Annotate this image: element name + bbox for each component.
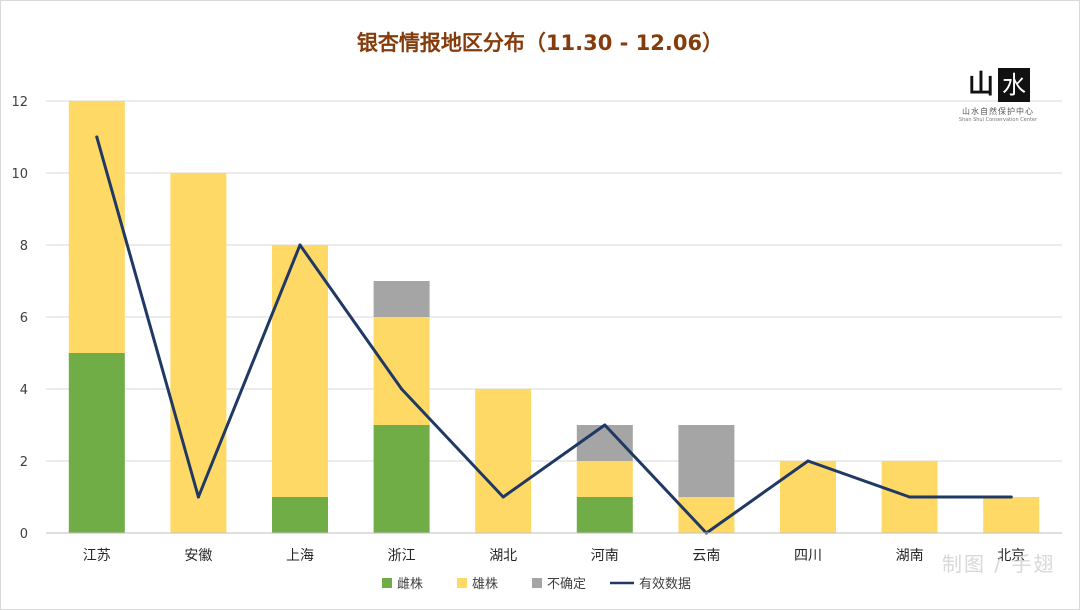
bar-uncertain-6 [678,425,735,497]
logo-subtitle: 山水自然保护中心 [962,107,1034,116]
bar-uncertain-3 [373,281,430,317]
bar-male-2 [272,245,328,497]
line-point [95,135,99,139]
legend-label: 不确定 [547,577,586,592]
bar-female-0 [68,353,125,533]
legend-label: 雌株 [397,576,423,592]
x-category-label: 浙江 [388,548,416,564]
logo-mark: 山 水 [966,68,1030,102]
bar-female-5 [576,497,633,533]
line-point [908,495,912,499]
line-point [400,387,404,391]
logo-char-left: 山 [967,70,994,100]
axes: 0 2 4 6 8 10 12 江苏 安徽 上海 浙江 湖北 河南 云南 四川 湖南 北京 [11,95,1062,564]
logo-char-right: 水 [998,68,1030,102]
bar-male-0 [68,101,125,353]
legend-swatch-male [457,578,467,588]
bar-male-6 [678,497,735,533]
bar-female-2 [272,497,328,533]
bar-male-4 [475,389,532,533]
y-tick-label: 8 [20,239,28,254]
y-tick-label: 6 [20,311,28,326]
x-category-label: 上海 [286,548,314,564]
line-point [298,243,302,247]
x-category-label: 四川 [794,548,822,564]
x-category-label: 湖北 [489,548,517,564]
x-category-label: 湖南 [896,548,924,564]
bar-male-1 [170,173,227,533]
watermark: 制图 / 手翅 [942,552,1056,576]
line-point [806,459,810,463]
legend: 雌株 雄株 不确定 有效数据 [382,576,691,592]
bar-male-9 [983,497,1040,533]
valid-data-line [95,135,1013,535]
x-category-label: 安徽 [184,548,212,564]
line-series-valid_line [95,135,1013,535]
y-tick-label: 10 [11,167,28,182]
y-tick-label: 4 [20,383,28,398]
bar-female-3 [373,425,430,533]
y-tick-label: 0 [20,527,28,542]
shanshui-logo: 山 水 山水自然保护中心 Shan Shui Conservation Cent… [952,66,1044,130]
bars [68,101,1040,533]
line-point [1009,495,1013,499]
legend-label: 雄株 [472,577,498,592]
bar-male-5 [576,461,633,497]
bar-uncertain-5 [576,425,633,461]
x-category-label: 江苏 [83,548,111,564]
y-tick-label: 12 [11,95,28,110]
bar-male-7 [780,461,836,533]
legend-swatch-uncertain [532,578,542,588]
logo-subtitle-en: Shan Shui Conservation Center [958,117,1038,123]
line-point [501,495,505,499]
chart-title: 银杏情报地区分布（11.30 - 12.06） [357,31,723,55]
line-point [196,495,200,499]
x-category-label: 河南 [591,548,619,564]
legend-swatch-female [382,578,392,588]
x-category-label: 北京 [997,548,1025,564]
x-category-label: 云南 [692,548,720,564]
y-tick-label: 2 [20,455,28,470]
line-point [603,423,607,427]
legend-label: 有效数据 [639,577,691,592]
